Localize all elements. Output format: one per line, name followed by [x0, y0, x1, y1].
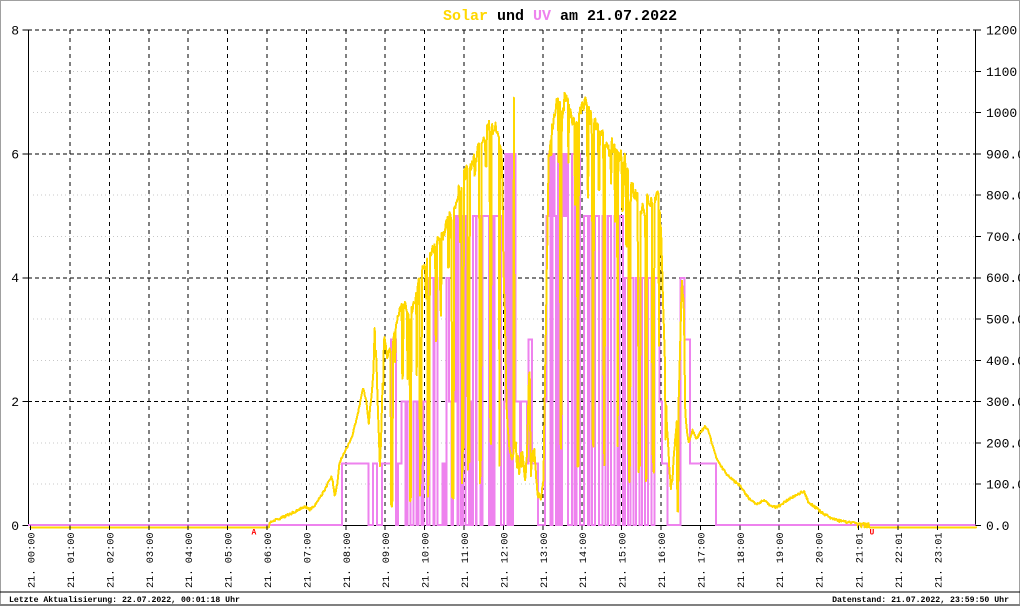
svg-text:21. 11:00: 21. 11:00: [460, 532, 472, 588]
svg-text:Letzte Aktualisierung: 22.07.2: Letzte Aktualisierung: 22.07.2022, 00:01…: [9, 595, 240, 605]
svg-text:21. 21:01: 21. 21:01: [855, 532, 867, 588]
svg-text:6: 6: [11, 147, 19, 162]
svg-text:21. 14:00: 21. 14:00: [578, 532, 590, 588]
svg-text:600.0: 600.0: [986, 271, 1020, 286]
svg-text:Solar und UV am 21.07.2022: Solar und UV am 21.07.2022: [443, 8, 677, 25]
svg-text:21. 18:00: 21. 18:00: [736, 532, 748, 588]
svg-text:21. 08:00: 21. 08:00: [342, 532, 354, 588]
svg-text:0.0: 0.0: [986, 519, 1009, 534]
svg-text:21. 13:00: 21. 13:00: [539, 532, 551, 588]
svg-text:21. 20:00: 21. 20:00: [815, 532, 827, 588]
svg-text:21. 04:00: 21. 04:00: [184, 532, 196, 588]
svg-text:400.0: 400.0: [986, 354, 1020, 369]
svg-text:1200: 1200: [986, 24, 1017, 39]
svg-text:21. 23:01: 21. 23:01: [934, 532, 946, 588]
svg-text:21. 02:00: 21. 02:00: [105, 532, 117, 588]
svg-text:21. 12:00: 21. 12:00: [499, 532, 511, 588]
svg-text:300.0: 300.0: [986, 395, 1020, 410]
svg-text:21. 22:01: 21. 22:01: [894, 532, 906, 588]
svg-text:21. 07:00: 21. 07:00: [302, 532, 314, 588]
svg-text:A: A: [252, 529, 257, 538]
svg-text:21. 00:00: 21. 00:00: [27, 532, 39, 588]
svg-text:U: U: [870, 529, 875, 538]
svg-text:21. 16:00: 21. 16:00: [657, 532, 669, 588]
svg-text:21. 09:00: 21. 09:00: [381, 532, 393, 588]
svg-text:0: 0: [11, 519, 19, 534]
svg-text:21. 05:00: 21. 05:00: [224, 532, 236, 588]
svg-text:700.0: 700.0: [986, 230, 1020, 245]
svg-text:200.0: 200.0: [986, 436, 1020, 451]
svg-text:500.0: 500.0: [986, 313, 1020, 328]
svg-text:100.0: 100.0: [986, 478, 1020, 493]
svg-text:1100: 1100: [986, 65, 1017, 80]
svg-text:1000: 1000: [986, 106, 1017, 121]
svg-text:8: 8: [11, 24, 19, 39]
svg-text:21. 01:00: 21. 01:00: [66, 532, 78, 588]
svg-text:21. 15:00: 21. 15:00: [618, 532, 630, 588]
svg-text:4: 4: [11, 271, 19, 286]
svg-text:21. 10:00: 21. 10:00: [421, 532, 433, 588]
svg-text:21. 03:00: 21. 03:00: [145, 532, 157, 588]
svg-text:900.0: 900.0: [986, 147, 1020, 162]
svg-text:21. 06:00: 21. 06:00: [263, 532, 275, 588]
svg-text:2: 2: [11, 395, 19, 410]
svg-text:21. 19:00: 21. 19:00: [775, 532, 787, 588]
svg-text:800.0: 800.0: [986, 189, 1020, 204]
svg-text:Datenstand: 21.07.2022, 23:59:: Datenstand: 21.07.2022, 23:59:50 Uhr: [832, 595, 1009, 605]
svg-text:21. 17:00: 21. 17:00: [696, 532, 708, 588]
